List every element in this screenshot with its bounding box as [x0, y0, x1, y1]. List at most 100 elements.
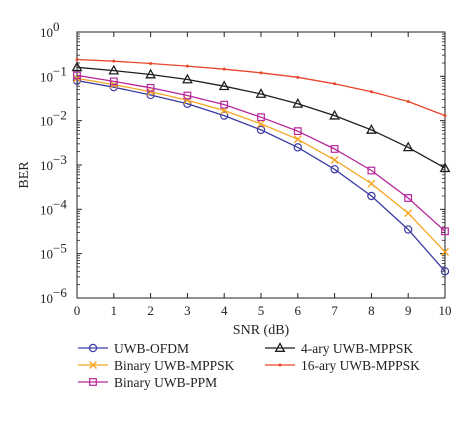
data-point-4-ary-uwb-mppsk: [108, 64, 120, 75]
data-point-binary-uwb-ppm: [330, 145, 339, 153]
data-point-uwb-ofdm: [404, 225, 413, 234]
data-point-16-ary-uwb-mppsk: [259, 71, 263, 75]
data-point-4-ary-uwb-mppsk: [439, 162, 451, 173]
y-tick-base: 10: [40, 114, 53, 129]
y-axis-label: BER: [17, 161, 32, 189]
data-point-binary-uwb-ppm: [257, 113, 265, 122]
data-point-16-ary-uwb-mppsk: [406, 100, 410, 104]
data-point-binary-uwb-mppsk: [293, 135, 302, 144]
y-tick-label: 10: [40, 69, 53, 84]
legend-item: Binary UWB-MPPSK: [78, 358, 235, 373]
legend-swatch-marker: [89, 378, 97, 386]
y-tick-label: 10: [40, 247, 53, 262]
x-tick-label: 2: [147, 303, 154, 318]
data-point-binary-uwb-ppm: [441, 227, 449, 236]
data-point-uwb-ofdm: [367, 191, 376, 201]
series-16-ary-uwb-mppsk: [75, 57, 447, 118]
data-point-binary-uwb-mppsk: [441, 247, 449, 256]
data-point-4-ary-uwb-mppsk: [329, 109, 341, 120]
data-point-4-ary-uwb-mppsk: [292, 97, 304, 108]
legend-swatch-marker: [89, 361, 97, 369]
y-tick-label: 10: [40, 158, 53, 173]
data-point-uwb-ofdm: [219, 111, 229, 120]
y-tick-base: 10: [40, 202, 53, 217]
legend-label: UWB-OFDM: [114, 341, 189, 356]
x-tick-label: 6: [295, 303, 302, 318]
data-point-binary-uwb-mppsk: [183, 96, 192, 105]
y-tick-label: 10: [40, 25, 53, 40]
series-uwb-ofdm: [72, 76, 450, 276]
series-line-binary-uwb-ppm: [76, 74, 446, 232]
data-point-16-ary-uwb-mppsk: [112, 59, 116, 63]
data-point-4-ary-uwb-mppsk: [145, 68, 157, 79]
data-point-binary-uwb-ppm: [109, 77, 118, 86]
data-point-binary-uwb-ppm: [404, 194, 413, 202]
y-tick-label: 10: [40, 202, 53, 217]
data-point-4-ary-uwb-mppsk: [365, 124, 377, 134]
data-point-4-ary-uwb-mppsk: [71, 61, 83, 72]
y-tick-base: 10: [40, 69, 53, 84]
data-point-16-ary-uwb-mppsk: [75, 57, 79, 61]
legend-item: UWB-OFDM: [78, 341, 189, 356]
data-point-uwb-ofdm: [109, 82, 119, 92]
series-4-ary-uwb-mppsk: [71, 61, 451, 173]
data-point-binary-uwb-ppm: [293, 127, 302, 136]
series-line-uwb-ofdm: [76, 79, 446, 272]
data-point-binary-uwb-mppsk: [367, 179, 376, 188]
x-tick-label: 8: [368, 303, 375, 318]
data-point-4-ary-uwb-mppsk: [218, 80, 230, 91]
legend-swatch-marker: [88, 343, 98, 353]
series-layer: [71, 57, 451, 276]
data-point-binary-uwb-ppm: [220, 100, 229, 109]
x-tick-label: 0: [74, 303, 81, 318]
legend: UWB-OFDM Binary UWB-MPPSK Binary UWB-PPM 4-…: [78, 341, 420, 390]
y-tick-base: 10: [40, 291, 53, 306]
y-tick-base: 10: [40, 247, 53, 262]
data-point-16-ary-uwb-mppsk: [222, 67, 226, 71]
x-axis-label: SNR (dB): [233, 323, 290, 338]
series-binary-uwb-ppm: [73, 71, 449, 236]
data-point-binary-uwb-mppsk: [257, 119, 265, 128]
y-tick-exponent: −1: [53, 63, 67, 78]
x-tick-label: 1: [111, 303, 118, 318]
data-point-binary-uwb-mppsk: [404, 209, 413, 218]
data-point-4-ary-uwb-mppsk: [181, 73, 193, 84]
legend-label: Binary UWB-PPM: [114, 375, 217, 390]
y-tick-exponent: −3: [53, 152, 67, 167]
data-point-16-ary-uwb-mppsk: [296, 75, 300, 79]
data-point-uwb-ofdm: [256, 125, 266, 135]
data-point-16-ary-uwb-mppsk: [333, 82, 337, 86]
y-tick-label: 10: [40, 114, 53, 129]
y-tick-exponent: −4: [53, 196, 67, 211]
legend-label: 16-ary UWB-MPPSK: [301, 358, 420, 373]
series-binary-uwb-mppsk: [73, 74, 449, 256]
legend-item: Binary UWB-PPM: [78, 375, 217, 390]
y-tick-label: 10: [40, 291, 53, 306]
data-point-16-ary-uwb-mppsk: [185, 64, 189, 68]
x-tick-label: 4: [221, 303, 228, 318]
data-point-uwb-ofdm: [72, 76, 82, 85]
legend-swatch-marker: [274, 342, 286, 352]
data-point-16-ary-uwb-mppsk: [443, 114, 447, 118]
series-line-binary-uwb-mppsk: [76, 77, 446, 253]
legend-label: Binary UWB-MPPSK: [114, 358, 235, 373]
data-point-binary-uwb-ppm: [73, 71, 81, 80]
data-point-4-ary-uwb-mppsk: [255, 88, 267, 98]
x-tick-label: 10: [439, 303, 452, 318]
data-point-16-ary-uwb-mppsk: [149, 61, 153, 65]
data-point-4-ary-uwb-mppsk: [402, 141, 414, 152]
y-tick-exponent: −5: [53, 241, 67, 256]
y-tick-base: 10: [40, 25, 53, 40]
data-point-binary-uwb-ppm: [183, 91, 192, 100]
x-axis: 0 1 2 3 4 5 6 7 8 9 10: [74, 32, 452, 318]
series-line-4-ary-uwb-mppsk: [76, 66, 446, 169]
data-point-binary-uwb-mppsk: [330, 155, 339, 164]
legend-label: 4-ary UWB-MPPSK: [301, 341, 413, 356]
data-point-binary-uwb-ppm: [367, 166, 376, 175]
x-tick-label: 9: [405, 303, 412, 318]
data-point-uwb-ofdm: [440, 267, 450, 276]
y-tick-base: 10: [40, 158, 53, 173]
